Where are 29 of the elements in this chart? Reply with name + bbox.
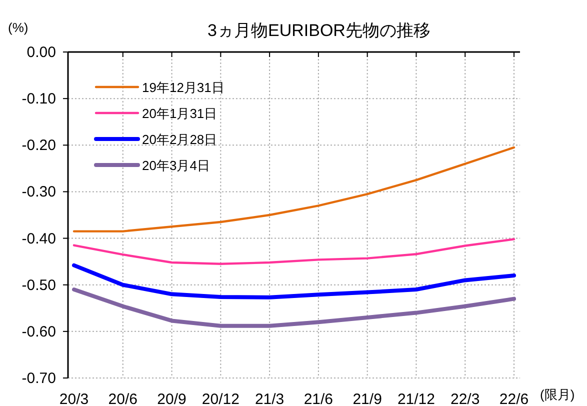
x-tick-label: 21/3 (254, 391, 284, 406)
x-tick-label: 22/3 (450, 391, 480, 406)
x-tick-label: 20/3 (59, 391, 89, 406)
x-tick-label: 20/12 (202, 391, 240, 406)
x-tick-label: 21/9 (352, 391, 382, 406)
y-tick-label: 0.00 (26, 44, 56, 61)
x-tick-label: 20/9 (157, 391, 186, 406)
chart-title: 3ヵ月物EURIBOR先物の推移 (208, 21, 430, 40)
legend-label: 20年3月4日 (142, 158, 210, 173)
x-tick-label: 21/6 (304, 391, 334, 406)
x-axis-title: (限月) (540, 387, 575, 402)
y-tick-label: -0.70 (22, 370, 56, 387)
line-series (72, 238, 516, 265)
y-tick-label: -0.20 (22, 137, 56, 154)
y-tick-label: -0.50 (22, 276, 56, 294)
x-tick-label: 20/6 (108, 391, 138, 406)
line-series (72, 146, 516, 232)
y-tick-label: -0.40 (22, 230, 56, 248)
x-tick-label: 22/6 (499, 391, 529, 406)
y-tick-label: -0.60 (22, 323, 56, 340)
legend-label: 20年2月28日 (142, 132, 218, 147)
legend-label: 19年12月31日 (142, 80, 224, 95)
y-axis-title: (%) (8, 20, 28, 35)
line-series (72, 288, 516, 328)
y-tick-label: -0.30 (22, 184, 56, 201)
legend-label: 20年1月31日 (142, 106, 218, 121)
line-series (72, 263, 516, 300)
x-tick-label: 21/12 (397, 391, 435, 406)
y-tick-label: -0.10 (22, 90, 56, 108)
